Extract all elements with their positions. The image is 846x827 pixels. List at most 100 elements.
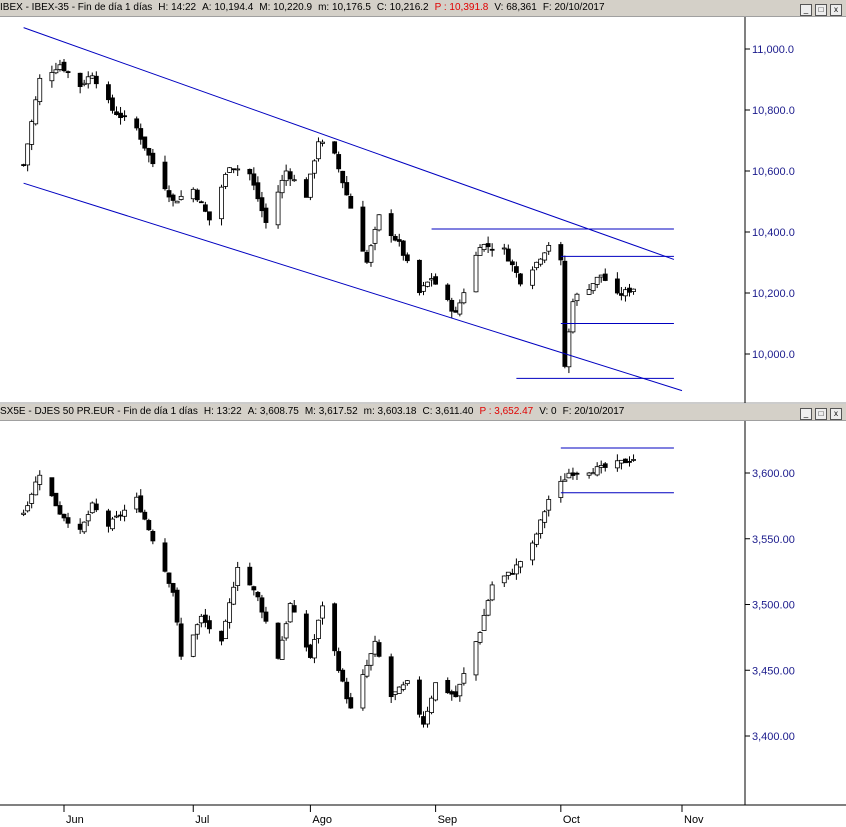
y-tick-label: 10,800.0 (752, 105, 795, 117)
trend-line (23, 27, 675, 260)
candle-body (227, 602, 233, 623)
title-field: V: 0 (539, 406, 557, 417)
candle-body (372, 229, 378, 244)
candle-body (562, 260, 568, 367)
candle-body (445, 284, 451, 300)
y-tick-label: 11,000.0 (752, 44, 794, 56)
candle-body (453, 310, 459, 313)
title-field: F: 20/10/2017 (542, 2, 605, 13)
candle-body (566, 331, 572, 368)
candle-body (251, 586, 257, 591)
candle-body (530, 542, 535, 561)
candle-body (392, 236, 398, 241)
candle-body (263, 207, 269, 223)
close-button[interactable]: x (830, 4, 842, 16)
candle-body (594, 466, 600, 476)
candle-body (122, 115, 127, 118)
candle-body (505, 571, 511, 576)
candle-body (534, 261, 539, 269)
candle-body (477, 247, 483, 256)
candle-body (316, 141, 321, 160)
candle-body (81, 521, 87, 533)
maximize-button[interactable]: □ (815, 4, 827, 16)
candle-body (65, 71, 71, 73)
candle-body (207, 211, 212, 221)
candle-body (279, 179, 285, 194)
ibex-plot[interactable]: 11,000.0 10,800.0 10,600.0 10,400.0 10,200.0… (0, 17, 846, 404)
candle-body (623, 458, 628, 464)
candle-body (227, 167, 233, 173)
candle-body (255, 591, 261, 598)
candle-body (614, 460, 620, 469)
candle-body (594, 276, 600, 285)
candle-body (360, 206, 366, 252)
candle-body (142, 136, 148, 149)
close-button[interactable]: x (830, 408, 842, 420)
candle-body (29, 493, 35, 504)
y-tick-label: 10,400.0 (752, 227, 795, 239)
title-field: IBEX - IBEX-35 - Fin de día 1 días (0, 2, 153, 13)
ibex-window-buttons: _ □ x (797, 2, 842, 18)
candle-body (485, 243, 491, 248)
candle-body (198, 201, 204, 204)
candle-body (251, 173, 257, 186)
candle-body (33, 99, 39, 125)
candle-body (287, 603, 293, 623)
candle-body (340, 669, 346, 682)
candle-body (336, 651, 342, 671)
candle-body (106, 510, 111, 527)
candle-body (37, 77, 43, 103)
minimize-button[interactable]: _ (800, 408, 812, 420)
candle-body (421, 285, 426, 292)
candle-body (336, 154, 342, 170)
candle-body (619, 293, 624, 296)
candle-body (368, 653, 374, 666)
candle-body (590, 472, 596, 475)
candle-body (433, 276, 439, 285)
candle-body (501, 575, 507, 584)
title-field: F: 20/10/2017 (562, 406, 625, 417)
candle-body (25, 505, 31, 512)
candle-body (138, 128, 144, 140)
candle-body (376, 642, 382, 657)
title-field: P : 3,652.47 (479, 406, 534, 417)
candle-body (513, 266, 519, 273)
candle-body (61, 61, 67, 72)
date-tick-label: Nov (684, 814, 704, 826)
sx5e-plot[interactable]: 3,600.00 3,550.00 3,500.00 3,450.00 3,400.00 (0, 421, 846, 806)
candle-body (372, 640, 378, 655)
candle-body (425, 710, 430, 725)
candle-body (461, 292, 467, 304)
candle-body (320, 141, 325, 144)
candle-body (558, 480, 564, 498)
candle-body (425, 281, 430, 287)
candle-body (457, 302, 463, 315)
candle-body (146, 148, 152, 156)
candle-body (417, 679, 422, 715)
candle-body (93, 75, 99, 85)
sx5e-title-text: SX5E - DJES 50 PR.EUR - Fin de día 1 día… (0, 406, 630, 417)
candle-body (473, 641, 479, 676)
candle-body (259, 197, 265, 212)
date-tick-label: Jul (195, 814, 209, 826)
candle-body (275, 191, 281, 226)
title-field: A: 3,608.75 (247, 406, 299, 417)
candle-body (364, 665, 370, 677)
candle-body (174, 589, 180, 623)
maximize-button[interactable]: □ (815, 408, 827, 420)
candle-body (110, 97, 115, 111)
candle-body (417, 259, 422, 294)
minimize-button[interactable]: _ (800, 4, 812, 16)
candle-body (21, 512, 27, 515)
candle-body (538, 258, 544, 265)
candle-body (445, 679, 451, 694)
candle-body (202, 614, 208, 623)
y-tick-label: 10,000.0 (752, 349, 795, 361)
candle-body (566, 472, 572, 479)
candle-body (489, 248, 495, 251)
candle-body (344, 182, 350, 196)
candle-body (134, 118, 140, 129)
candle-body (303, 179, 309, 198)
candle-body (602, 463, 608, 468)
title-field: H: 13:22 (203, 406, 242, 417)
